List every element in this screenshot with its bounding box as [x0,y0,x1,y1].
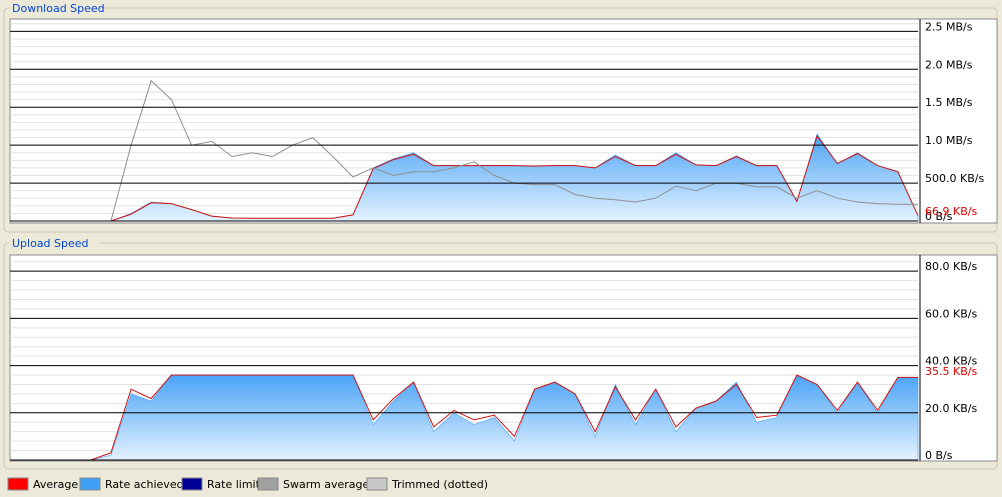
y-tick-label: 0 B/s [925,449,953,462]
legend-swatch [366,477,388,491]
panel-title: Download Speed [12,2,105,15]
current-value: 35.5 KB/s [925,365,977,378]
legend-swatch [7,477,29,491]
legend-label: Average [33,478,78,491]
speed-line [10,134,919,222]
y-tick-label: 20.0 KB/s [925,402,977,415]
y-tick-label: 1.5 MB/s [925,96,973,109]
y-tick-label: 2.0 MB/s [925,58,973,71]
y-tick-label: 0 B/s [925,210,953,223]
y-tick-label: 500.0 KB/s [925,172,984,185]
y-tick-label: 60.0 KB/s [925,307,977,320]
y-tick-label: 2.5 MB/s [925,20,973,33]
speed-line [10,374,918,461]
panel-title: Upload Speed [12,237,89,250]
y-tick-label: 80.0 KB/s [925,260,977,273]
current-value: 66.9 KB/s [925,205,977,218]
legend-swatch [181,477,203,491]
panel-title-bg [9,1,99,15]
legend-label: Rate achieved [105,478,184,491]
panel-title-bg [9,236,99,250]
legend-label: Swarm average [283,478,370,491]
y-tick-label: 40.0 KB/s [925,355,977,368]
legend-swatch [79,477,101,491]
y-tick-label: 1.0 MB/s [925,134,973,147]
speed-line [10,79,918,222]
legend-label: Rate limit [207,478,261,491]
legend-label: Trimmed (dotted) [391,478,488,491]
legend-swatch [257,477,279,491]
